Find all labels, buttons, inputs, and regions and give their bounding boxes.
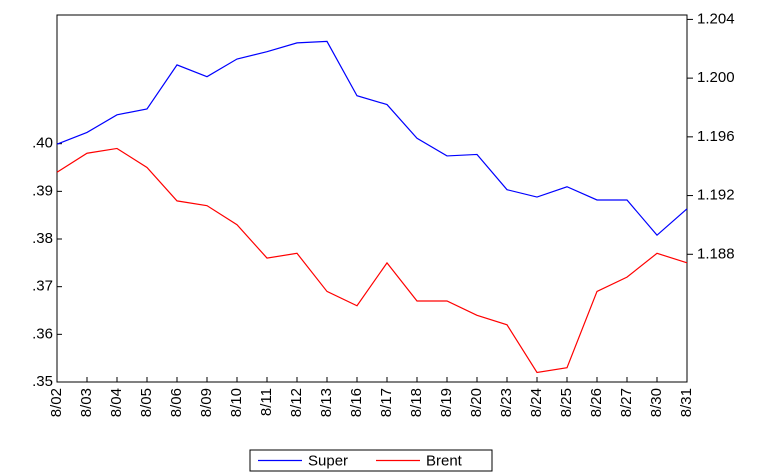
y2-tick-label: 1.200: [697, 69, 735, 86]
x-tick-label: 8/24: [528, 388, 545, 417]
legend-label: Brent: [426, 452, 463, 469]
x-tick-label: 8/13: [318, 388, 335, 417]
x-tick-label: 8/26: [588, 388, 605, 417]
y2-tick-label: 1.196: [697, 128, 735, 145]
series-line: [56, 147, 688, 374]
x-tick-label: 8/06: [168, 388, 185, 417]
x-tick-label: 8/02: [48, 388, 65, 417]
x-tick-label: 8/03: [78, 388, 95, 417]
x-tick-label: 8/23: [498, 388, 515, 417]
y-tick-label: .36: [32, 325, 53, 342]
y2-tick-label: 1.192: [697, 187, 735, 204]
plot-frame: [56, 14, 688, 383]
y-tick-label: .40: [32, 135, 53, 152]
x-tick-label: 8/27: [618, 388, 635, 417]
y-tick-label: .38: [32, 230, 53, 247]
x-tick-label: 8/20: [468, 388, 485, 417]
legend-label: Super: [308, 452, 348, 469]
x-tick-label: 8/10: [228, 388, 245, 417]
x-tick-label: 8/11: [258, 388, 275, 416]
x-tick-label: 8/16: [348, 388, 365, 417]
y2-tick-label: 1.204: [697, 10, 735, 27]
x-tick-label: 8/19: [438, 388, 455, 417]
x-tick-label: 8/09: [198, 388, 215, 417]
y-tick-label: .35: [32, 373, 53, 390]
x-tick-label: 8/31: [678, 388, 695, 417]
legend-box: [249, 449, 493, 472]
x-tick-label: 8/17: [378, 388, 395, 417]
y2-tick-label: 1.188: [697, 245, 735, 262]
x-tick-label: 8/18: [408, 388, 425, 417]
x-tick-label: 8/05: [138, 388, 155, 417]
x-tick-label: 8/30: [648, 388, 665, 417]
x-tick-label: 8/04: [108, 388, 125, 417]
x-tick-label: 8/12: [288, 388, 305, 417]
y-tick-label: .39: [32, 182, 53, 199]
x-tick-label: 8/25: [558, 388, 575, 417]
series-line: [56, 40, 688, 237]
y-tick-label: .37: [32, 278, 53, 295]
